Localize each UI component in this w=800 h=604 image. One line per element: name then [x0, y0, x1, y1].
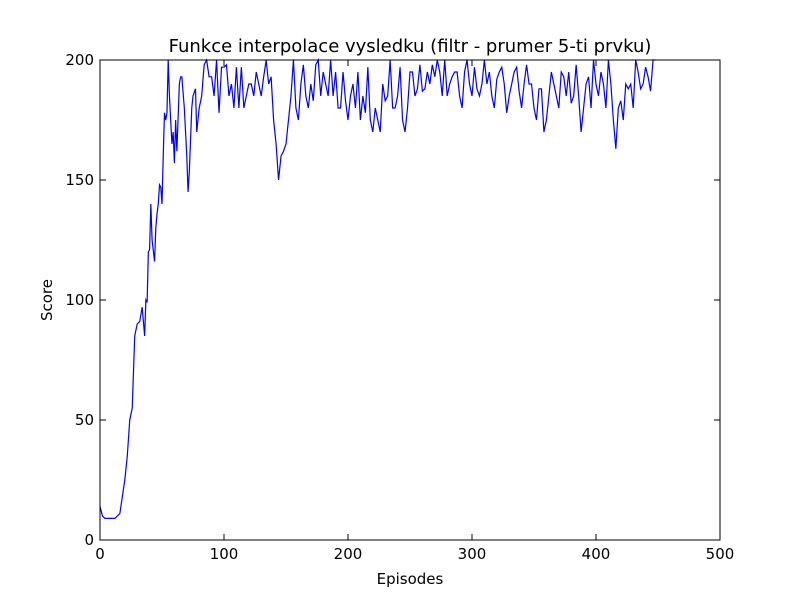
- x-tick-label: 400: [582, 545, 611, 563]
- x-tick-label: 500: [706, 545, 735, 563]
- x-axis-label: Episodes: [377, 570, 444, 588]
- y-axis-label: Score: [38, 279, 56, 321]
- x-tick-label: 0: [95, 545, 105, 563]
- y-tick-label: 50: [75, 411, 94, 429]
- y-tick-label: 0: [84, 531, 94, 549]
- chart-title: Funkce interpolace vysledku (filtr - pru…: [169, 36, 652, 57]
- x-tick-label: 100: [210, 545, 239, 563]
- y-tick-label: 150: [65, 171, 94, 189]
- data-line: [99, 57, 656, 519]
- y-tick-label: 100: [65, 291, 94, 309]
- x-tick-label: 200: [334, 545, 363, 563]
- x-tick-label: 300: [458, 545, 487, 563]
- y-tick-label: 200: [65, 51, 94, 69]
